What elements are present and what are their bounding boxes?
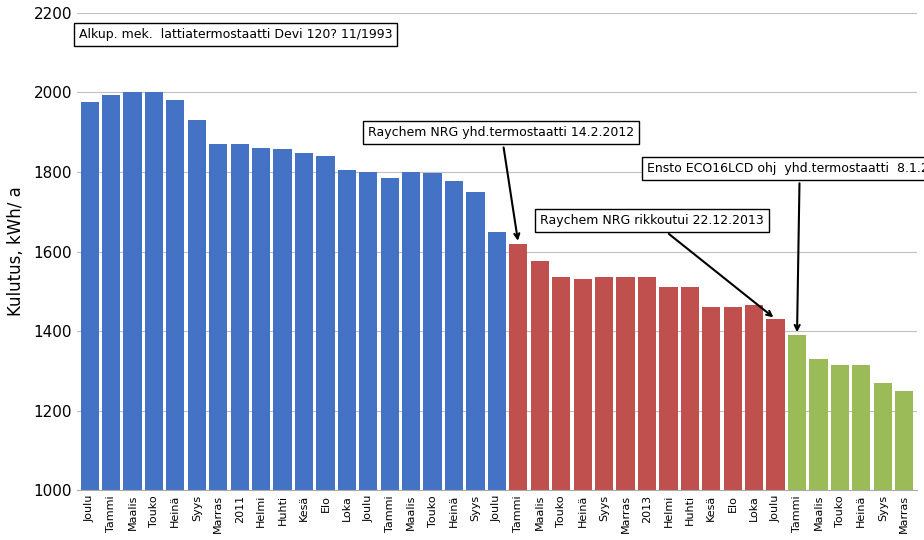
Bar <box>124 92 141 540</box>
Bar <box>402 172 420 540</box>
Bar <box>423 173 442 540</box>
Bar <box>467 192 484 540</box>
Bar <box>852 365 870 540</box>
Text: Ensto ECO16LCD ohj  yhd.termostaatti  8.1.2014: Ensto ECO16LCD ohj yhd.termostaatti 8.1.… <box>647 162 924 330</box>
Bar <box>874 383 892 540</box>
Text: Raychem NRG yhd.termostaatti 14.2.2012: Raychem NRG yhd.termostaatti 14.2.2012 <box>369 126 635 239</box>
Bar <box>231 144 249 540</box>
Bar <box>767 319 784 540</box>
Bar <box>681 287 699 540</box>
Bar <box>166 100 185 540</box>
Bar <box>145 92 163 540</box>
Bar <box>574 279 591 540</box>
Bar <box>616 278 635 540</box>
Bar <box>788 335 806 540</box>
Bar <box>316 156 334 540</box>
Bar <box>595 278 614 540</box>
Bar <box>553 278 570 540</box>
Text: Alkup. mek.  lattiatermostaatti Devi 120? 11/1993: Alkup. mek. lattiatermostaatti Devi 120?… <box>79 28 393 42</box>
Bar <box>381 178 399 540</box>
Bar <box>809 359 828 540</box>
Bar <box>80 103 99 540</box>
Bar <box>359 172 377 540</box>
Bar <box>638 278 656 540</box>
Bar <box>295 153 313 540</box>
Bar <box>702 307 721 540</box>
Bar <box>188 120 206 540</box>
Bar <box>723 307 742 540</box>
Bar <box>102 95 120 540</box>
Bar <box>274 149 292 540</box>
Bar <box>488 232 506 540</box>
Bar <box>338 170 356 540</box>
Bar <box>530 261 549 540</box>
Bar <box>252 148 270 540</box>
Bar <box>209 144 227 540</box>
Bar <box>509 244 528 540</box>
Bar <box>831 365 849 540</box>
Text: Raychem NRG rikkoutui 22.12.2013: Raychem NRG rikkoutui 22.12.2013 <box>540 214 772 316</box>
Bar <box>445 181 463 540</box>
Bar <box>660 287 677 540</box>
Bar <box>745 305 763 540</box>
Bar <box>895 390 913 540</box>
Y-axis label: Kulutus, kWh/ a: Kulutus, kWh/ a <box>7 187 25 316</box>
